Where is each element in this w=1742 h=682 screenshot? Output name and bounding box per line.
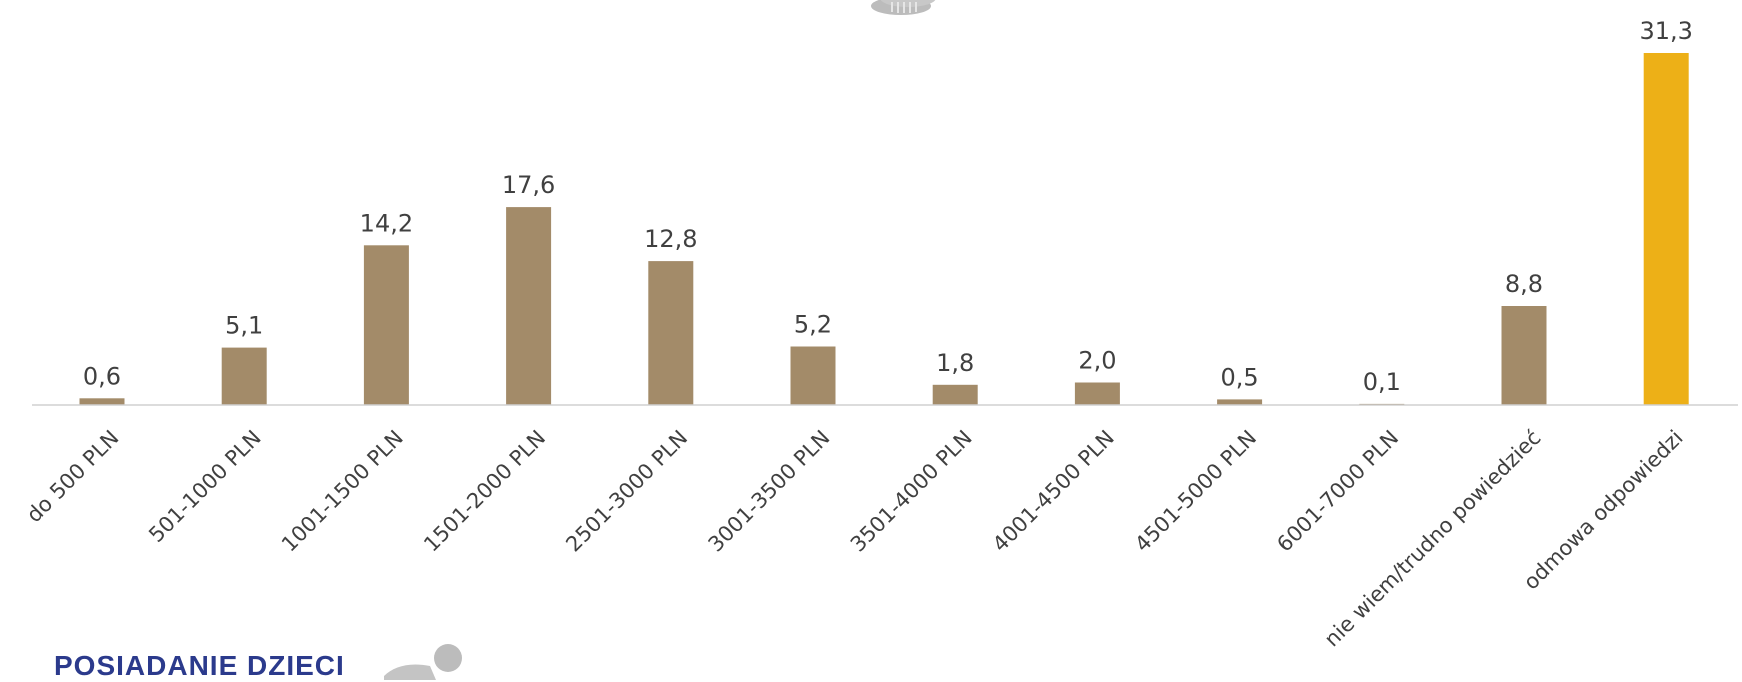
category-label-4: 1501-2000 PLN bbox=[419, 426, 550, 557]
value-label-8: 2,0 bbox=[1078, 347, 1116, 375]
category-label-9: 4501-5000 PLN bbox=[1130, 426, 1261, 557]
value-label-6: 5,2 bbox=[794, 311, 832, 339]
value-label-10: 0,1 bbox=[1363, 368, 1401, 396]
value-label-1: 0,6 bbox=[83, 362, 121, 390]
category-label-7: 3501-4000 PLN bbox=[846, 426, 977, 557]
category-label-6: 3001-3500 PLN bbox=[704, 426, 835, 557]
bars-group bbox=[79, 53, 1689, 405]
value-label-4: 17,6 bbox=[502, 171, 555, 199]
value-label-7: 1,8 bbox=[936, 349, 974, 377]
value-labels-group: 0,6 5,1 14,2 17,6 12,8 5,2 1,8 2,0 0,5 0,1 8,8 31,3 bbox=[83, 17, 1693, 396]
bar-3 bbox=[363, 245, 409, 405]
category-label-10: 6001-7000 PLN bbox=[1272, 426, 1403, 557]
value-label-12: 31,3 bbox=[1639, 17, 1692, 45]
category-label-12: odmowa odpowiedzi bbox=[1519, 426, 1688, 595]
value-label-2: 5,1 bbox=[225, 312, 263, 340]
category-label-5: 2501-3000 PLN bbox=[561, 426, 692, 557]
category-label-3: 1001-1500 PLN bbox=[277, 426, 408, 557]
bar-4 bbox=[506, 207, 552, 405]
bar-1 bbox=[79, 398, 125, 405]
bar-8 bbox=[1074, 382, 1120, 405]
bar-9 bbox=[1217, 399, 1263, 405]
value-label-5: 12,8 bbox=[644, 225, 697, 253]
bar-6 bbox=[790, 346, 836, 405]
bar-2 bbox=[221, 347, 267, 405]
value-label-3: 14,2 bbox=[360, 209, 413, 237]
category-label-8: 4001-4500 PLN bbox=[988, 426, 1119, 557]
person-icon bbox=[384, 644, 462, 680]
bar-7 bbox=[932, 384, 978, 405]
section-title: POSIADANIE DZIECI bbox=[54, 650, 345, 681]
value-label-11: 8,8 bbox=[1505, 270, 1543, 298]
bar-12 bbox=[1643, 53, 1689, 405]
category-labels-group: do 500 PLN 501-1000 PLN 1001-1500 PLN 1501-… bbox=[22, 426, 1688, 652]
bar-11 bbox=[1501, 306, 1547, 405]
coins-icon bbox=[871, 0, 936, 15]
category-label-1: do 500 PLN bbox=[22, 426, 124, 528]
category-label-2: 501-1000 PLN bbox=[144, 426, 266, 548]
value-label-9: 0,5 bbox=[1221, 363, 1259, 391]
bar-5 bbox=[648, 261, 694, 405]
